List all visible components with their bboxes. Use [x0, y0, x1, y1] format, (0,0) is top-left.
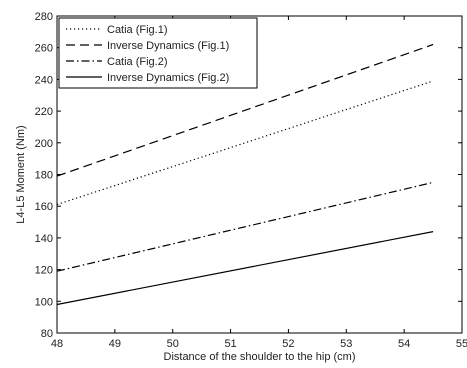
- y-tick-label: 160: [35, 201, 53, 213]
- y-tick-label: 140: [35, 233, 53, 245]
- axis-ticks: 48 49 50 51 52 53 54 55 80 100 120 140 160 180 200 220 2…: [35, 11, 467, 350]
- x-tick-label: 51: [224, 338, 236, 350]
- x-tick-label: 48: [51, 338, 63, 350]
- legend-entry-label: Inverse Dynamics (Fig.2): [107, 72, 229, 84]
- y-tick-label: 180: [35, 170, 53, 182]
- y-tick-label: 200: [35, 138, 53, 150]
- legend: Catia (Fig.1) Inverse Dynamics (Fig.1) Cat…: [58, 17, 258, 89]
- series-line-3: [56, 181, 434, 272]
- y-tick-label: 220: [35, 106, 53, 118]
- series-line-2: [56, 43, 434, 177]
- x-tick-label: 55: [456, 338, 467, 350]
- legend-entry-label: Catia (Fig.1): [107, 24, 168, 36]
- x-tick-label: 54: [398, 338, 410, 350]
- x-axis-label: Distance of the shoulder to the hip (cm): [164, 351, 356, 363]
- series-line-4: [56, 231, 434, 306]
- x-tick-label: 49: [109, 338, 121, 350]
- legend-entry-label: Inverse Dynamics (Fig.1): [107, 40, 229, 52]
- y-tick-label: 240: [35, 74, 53, 86]
- legend-entry-label: Catia (Fig.2): [107, 56, 168, 68]
- y-tick-label: 80: [41, 328, 53, 340]
- y-tick-label: 100: [35, 296, 53, 308]
- x-tick-label: 52: [282, 338, 294, 350]
- legend-box: [58, 17, 258, 89]
- y-tick-label: 120: [35, 265, 53, 277]
- series-lines: [56, 43, 434, 306]
- y-axis-label: L4-L5 Moment (Nm): [15, 125, 27, 223]
- y-tick-label: 280: [35, 11, 53, 23]
- x-tick-label: 53: [340, 338, 352, 350]
- y-tick-label: 260: [35, 43, 53, 55]
- x-tick-label: 50: [167, 338, 179, 350]
